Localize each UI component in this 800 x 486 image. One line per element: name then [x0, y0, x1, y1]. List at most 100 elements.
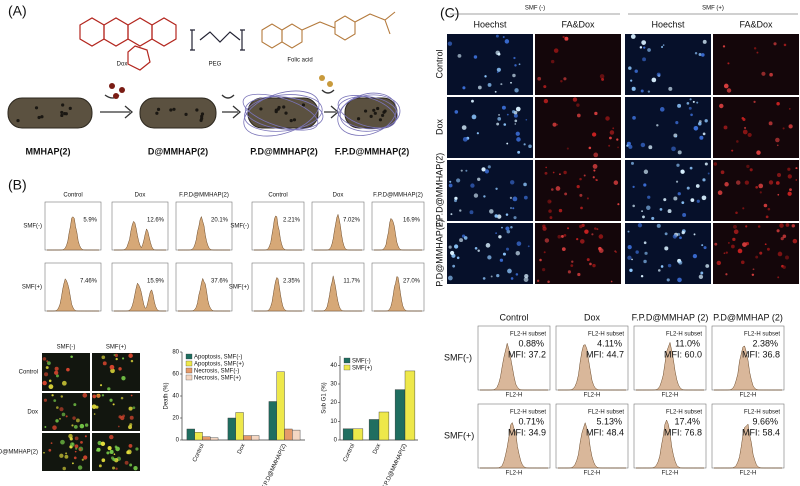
nanorod	[139, 97, 217, 129]
cell	[52, 425, 57, 430]
column-header: SMF(+)	[106, 345, 126, 351]
cell	[128, 406, 133, 411]
pore	[376, 106, 380, 111]
cell	[495, 50, 500, 56]
cell	[594, 227, 597, 230]
cell	[664, 246, 669, 251]
cell	[473, 55, 478, 59]
cell	[114, 445, 118, 449]
cell	[457, 53, 462, 58]
cell	[101, 394, 105, 397]
cell	[499, 258, 504, 262]
cell	[487, 165, 491, 169]
cell	[463, 236, 468, 240]
y-tick-label: 40	[172, 394, 179, 400]
gate-percent: 0.88%	[518, 338, 544, 348]
gate-percent: 5.13%	[596, 416, 622, 426]
cell	[641, 210, 643, 212]
micrograph	[625, 223, 711, 284]
gate-percent: 12.6%	[147, 218, 165, 224]
peg-coat	[337, 95, 397, 129]
cell	[766, 247, 770, 251]
cell	[756, 150, 761, 155]
cell	[777, 251, 783, 257]
cell	[779, 223, 784, 228]
cell	[112, 457, 116, 462]
row-label: SMF(-)	[23, 224, 42, 230]
cell	[667, 209, 672, 214]
gate-name: FL2-H subset	[510, 410, 546, 416]
cell	[692, 100, 695, 103]
cell	[640, 89, 644, 93]
pore	[378, 118, 383, 122]
cell	[561, 247, 566, 251]
histogram	[254, 215, 302, 251]
cell	[454, 196, 458, 201]
column-header: Control	[499, 312, 528, 322]
group-header: SMF (+)	[702, 6, 724, 12]
cell	[702, 178, 706, 182]
cell	[679, 236, 682, 240]
cell	[65, 415, 68, 418]
peg-coat	[243, 90, 320, 137]
cell	[570, 264, 574, 267]
pore	[276, 107, 280, 111]
cell	[47, 361, 51, 366]
cell	[503, 123, 507, 126]
cell	[122, 357, 125, 360]
cell	[617, 146, 619, 149]
cell	[675, 121, 679, 125]
gate-name: FL2-H subset	[744, 332, 780, 338]
cell	[453, 244, 459, 249]
cell	[101, 458, 106, 463]
cell	[795, 179, 798, 181]
column-header: F.P.D@MMHAP(2)	[179, 193, 229, 199]
cell	[456, 178, 461, 183]
cell	[775, 181, 780, 185]
peg-coat	[242, 93, 319, 131]
cell	[720, 170, 725, 175]
cell	[547, 280, 550, 284]
cell	[60, 439, 65, 445]
cell	[130, 359, 134, 363]
pore	[369, 114, 373, 119]
gate-percent: 9.66%	[752, 416, 778, 426]
molecule-label: Folic acid	[287, 58, 312, 64]
peg-coat	[337, 96, 398, 130]
cell	[73, 424, 78, 429]
cell	[549, 216, 553, 220]
cell	[598, 248, 604, 253]
histogram	[480, 421, 548, 469]
cell	[608, 144, 611, 147]
histogram	[314, 213, 362, 251]
cell	[114, 353, 119, 358]
cell	[64, 454, 69, 459]
cell	[553, 48, 559, 53]
cell	[713, 162, 718, 166]
gate-percent: 5.9%	[83, 218, 97, 224]
cell	[768, 121, 773, 126]
cell	[126, 449, 132, 455]
cell	[696, 101, 699, 104]
cell	[75, 447, 78, 450]
cell	[664, 232, 668, 236]
bar	[186, 428, 195, 441]
pore	[37, 115, 41, 120]
cell	[510, 277, 514, 280]
cell	[48, 384, 54, 390]
row-label: F.P.D@MMHAP(2)	[434, 153, 444, 227]
cell	[764, 243, 767, 246]
cell	[509, 180, 515, 185]
gate-percent: 0.71%	[518, 416, 544, 426]
cell	[78, 447, 82, 451]
cell	[733, 229, 739, 235]
cell	[97, 440, 102, 446]
stain-header: Hoechst	[473, 19, 507, 29]
bar	[202, 436, 211, 441]
cell	[725, 251, 728, 254]
cell	[617, 203, 620, 206]
cell	[113, 354, 116, 357]
cell	[586, 197, 589, 200]
cell	[643, 169, 649, 174]
gate-percent: 11.0%	[675, 338, 700, 348]
